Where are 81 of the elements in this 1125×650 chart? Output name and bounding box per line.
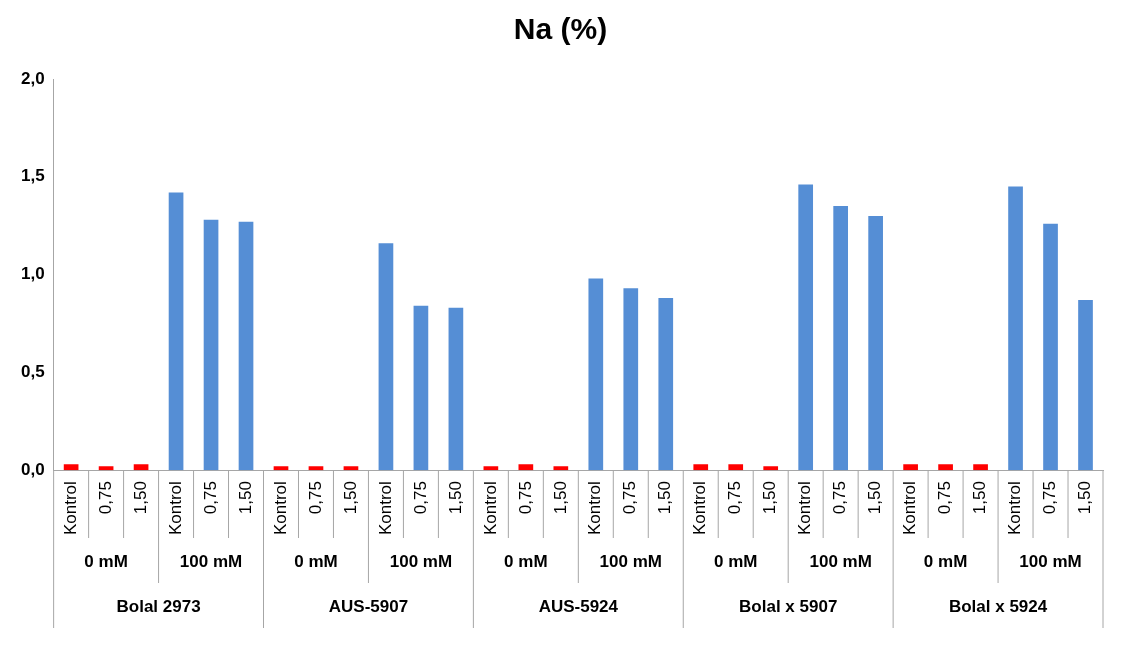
bar [343, 466, 359, 471]
x-tick-label: 0,75 [620, 481, 640, 515]
bar [203, 219, 219, 471]
y-tick-label: 1,5 [20, 166, 45, 186]
text: Bolal x 5907 [739, 596, 838, 616]
bar [238, 221, 254, 471]
x-tick-label: 0,75 [725, 481, 745, 515]
bar [1008, 186, 1023, 471]
y-tick-label: 1,0 [20, 264, 45, 284]
x-tick-label: 0,75 [305, 481, 325, 515]
y-tick-label: 2,0 [20, 68, 45, 88]
x-tick-label: 0,75 [830, 481, 850, 515]
text: 100 mM [809, 551, 872, 571]
x-tick-label: Kontrol [270, 481, 290, 536]
x-tick-label: 0,75 [515, 481, 535, 515]
x-tick-label: 1,50 [760, 481, 780, 515]
x-tick-label: 1,50 [1075, 481, 1095, 515]
text: Bolal 2973 [116, 596, 201, 616]
bar [588, 278, 604, 471]
bar [168, 192, 184, 471]
bar [133, 464, 149, 471]
x-tick-label: 1,50 [655, 481, 675, 515]
x-tick-label: Kontrol [375, 481, 395, 536]
x-tick-label: 0,75 [1040, 481, 1060, 515]
x-tick-label: 1,50 [235, 481, 255, 515]
text: AUS-5924 [538, 596, 619, 616]
x-tick-label: 0,75 [200, 481, 220, 515]
text: 100 mM [1019, 551, 1082, 571]
bar [728, 464, 744, 471]
x-tick-label: Kontrol [480, 481, 500, 536]
bar [518, 464, 534, 471]
text: 0 mM [84, 551, 128, 571]
bar [798, 184, 814, 471]
bar [1078, 299, 1093, 471]
bar [308, 466, 324, 471]
text: AUS-5907 [328, 596, 409, 616]
bar [903, 464, 918, 471]
bar [483, 466, 499, 471]
x-tick-label: 1,50 [340, 481, 360, 515]
x-tick-label: Kontrol [900, 481, 920, 536]
x-tick-label: Kontrol [690, 481, 710, 536]
text: Bolal x 5924 [948, 596, 1048, 616]
bar [413, 305, 429, 471]
bar [378, 243, 394, 471]
x-tick-label: Kontrol [795, 481, 815, 536]
bar [693, 464, 709, 471]
x-tick-label: Kontrol [165, 481, 185, 536]
bar [63, 464, 79, 471]
x-tick-label: 1,50 [445, 481, 465, 515]
bar [553, 466, 569, 471]
bar [833, 206, 848, 471]
text: 100 mM [389, 551, 453, 571]
y-tick-label: 0,5 [20, 362, 45, 382]
text: 0 mM [713, 551, 758, 571]
x-tick-label: Kontrol [585, 481, 605, 536]
y-tick-label: 0,0 [20, 459, 45, 479]
bar [273, 466, 289, 471]
x-tick-label: 1,50 [550, 481, 570, 515]
chart-title: Na (%) [513, 12, 608, 46]
bar [1043, 223, 1058, 471]
x-tick-label: 1,50 [130, 481, 150, 515]
bar [868, 215, 883, 471]
bar [98, 466, 114, 471]
text: 0 mM [294, 551, 338, 571]
x-tick-label: Kontrol [60, 481, 80, 536]
bar [448, 307, 464, 471]
bar [973, 464, 988, 471]
bar [658, 298, 674, 471]
x-tick-label: Kontrol [1005, 481, 1025, 536]
bar [763, 466, 779, 471]
text: 100 mM [599, 551, 662, 571]
bar [623, 288, 639, 471]
x-tick-label: 1,50 [970, 481, 990, 515]
text: 100 mM [179, 551, 243, 571]
x-tick-label: 0,75 [95, 481, 115, 515]
x-tick-label: 0,75 [935, 481, 955, 515]
x-tick-label: 0,75 [410, 481, 430, 515]
text: 0 mM [504, 551, 548, 571]
bar [938, 464, 953, 471]
x-tick-label: 1,50 [865, 481, 885, 515]
text: 0 mM [923, 551, 968, 571]
